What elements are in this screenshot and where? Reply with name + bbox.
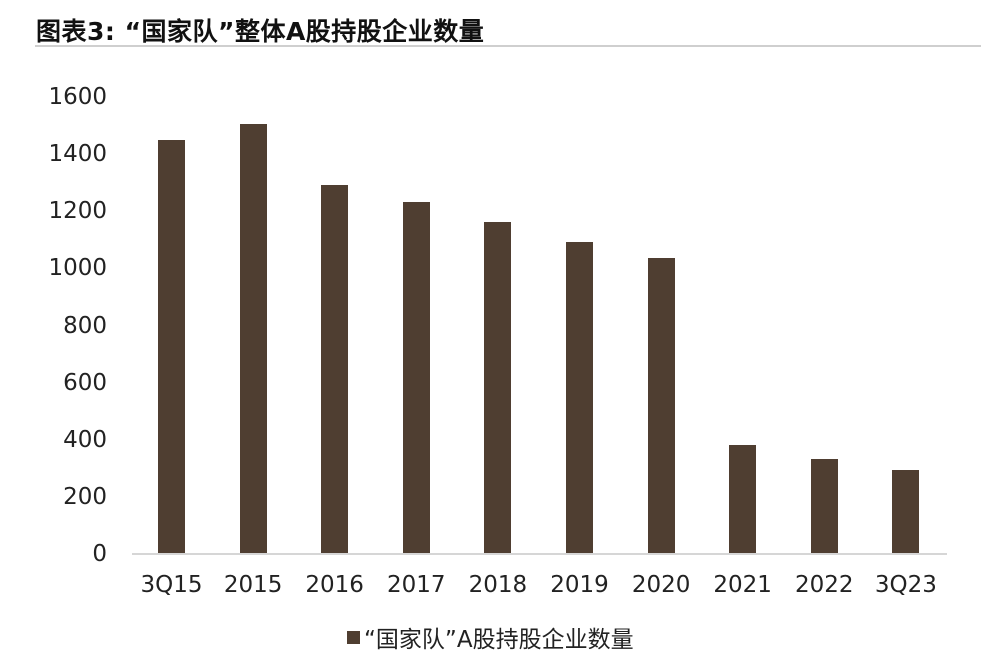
chart-title: 图表3: “国家队”整体A股持股企业数量	[36, 17, 485, 46]
legend: “国家队”A股持股企业数量	[347, 620, 634, 654]
bar-2015	[239, 124, 267, 554]
bar-2022	[810, 459, 838, 554]
y-tick-label: 1400	[48, 141, 107, 168]
y-tick-label: 1200	[48, 198, 107, 225]
x-axis-line	[132, 553, 947, 555]
bar-2019	[566, 242, 593, 554]
x-tick-label: 2016	[305, 572, 364, 598]
bar-2021	[729, 444, 757, 554]
x-tick-label: 2021	[713, 572, 772, 598]
x-tick-label: 2015	[223, 572, 283, 598]
title-divider	[35, 45, 981, 47]
x-tick-label: 2020	[631, 572, 691, 598]
x-tick-label: 2022	[795, 572, 854, 598]
bar-2020	[647, 258, 675, 554]
x-tick-label: 2017	[387, 572, 446, 598]
x-tick-label: 2018	[468, 572, 528, 598]
legend-swatch	[347, 630, 360, 644]
bar-3q15	[158, 139, 185, 554]
y-tick-label: 1000	[48, 255, 107, 282]
x-tick-label: 3Q15	[140, 572, 203, 598]
bar-2018	[484, 222, 512, 554]
y-tick-label: 400	[63, 426, 107, 453]
x-tick-label: 3Q23	[874, 572, 937, 598]
bar-2017	[402, 202, 430, 554]
y-tick-label: 0	[92, 541, 107, 567]
bar-3q23	[892, 470, 920, 554]
bar-2016	[321, 185, 349, 554]
x-tick-label: 2019	[550, 572, 609, 598]
y-tick-label: 600	[63, 369, 107, 396]
y-tick-label: 800	[63, 312, 107, 339]
y-tick-label: 200	[63, 483, 107, 510]
legend-label: “国家队”A股持股企业数量	[364, 627, 634, 653]
y-tick-label: 1600	[48, 84, 107, 110]
